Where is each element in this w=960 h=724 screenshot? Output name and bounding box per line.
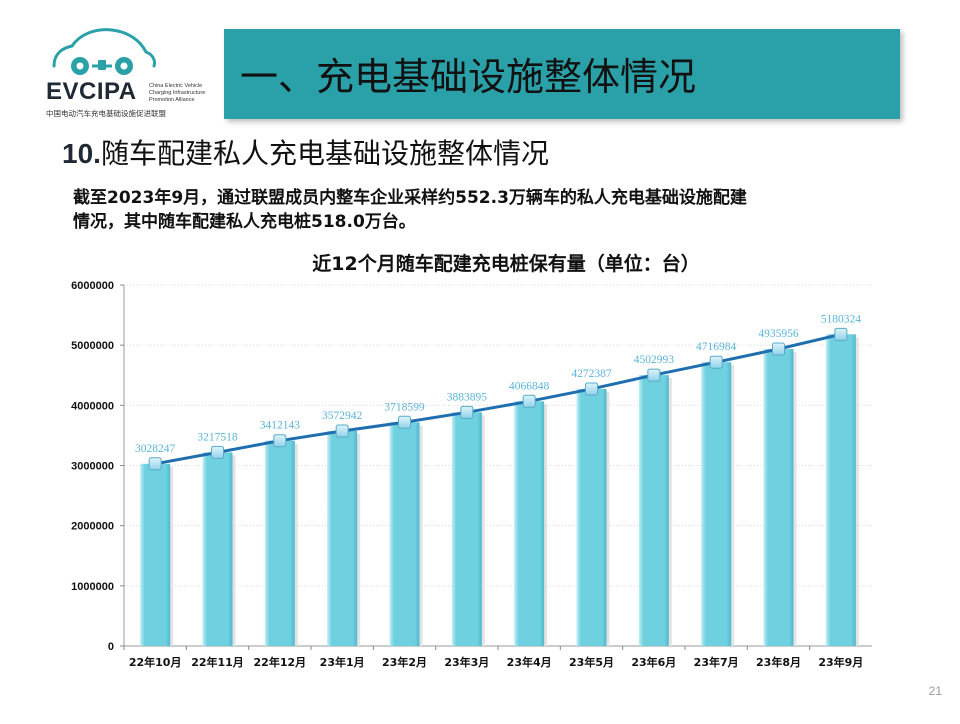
summary-text: 截至2023年9月，通过联盟成员内整车企业采样约552.3万辆车的私人充电基础设…	[73, 186, 923, 234]
section-title: 随车配建私人充电基础设施整体情况	[100, 137, 549, 170]
line-marker	[398, 415, 411, 429]
data-label: 3028247	[135, 443, 176, 455]
car-plug-icon	[52, 28, 156, 75]
bar	[825, 334, 856, 646]
logo-english-name: China Electric Vehicle Charging Infrastr…	[149, 83, 206, 103]
logo-wordmark: EVCIPA	[46, 78, 137, 105]
slide-title-banner: 一、充电基础设施整体情况	[224, 29, 900, 119]
summary-line-2: 情况，其中随车配建私人充电桩518.0万台。	[73, 212, 416, 232]
x-tick-label: 23年2月	[382, 655, 427, 669]
bar	[140, 463, 171, 646]
y-tick-label: 6000000	[71, 280, 114, 292]
bar	[576, 388, 607, 646]
line-marker	[148, 457, 162, 471]
bar	[514, 401, 545, 646]
data-label: 5180324	[821, 313, 862, 325]
summary-line-1: 截至2023年9月，通过联盟成员内整车企业采样约552.3万辆车的私人充电基础设…	[73, 188, 747, 208]
line-marker	[834, 327, 848, 341]
y-tick-label: 0	[108, 641, 114, 653]
x-tick-label: 23年6月	[631, 655, 676, 669]
chart-title: 近12个月随车配建充电桩保有量（单位：台）	[312, 252, 699, 275]
y-tick-label: 4000000	[71, 400, 114, 412]
line-marker	[335, 424, 349, 438]
section-number: 10.	[62, 138, 101, 169]
x-tick-label: 23年3月	[444, 655, 489, 669]
data-label: 4066848	[509, 380, 550, 392]
line-marker	[772, 342, 785, 356]
x-tick-label: 23年4月	[507, 655, 552, 669]
trend-line	[154, 332, 842, 466]
data-label: 3883895	[447, 391, 488, 403]
y-tick-label: 5000000	[71, 340, 114, 352]
data-label: 3572942	[322, 410, 363, 422]
line-marker	[709, 355, 723, 369]
line-marker	[522, 394, 536, 408]
x-tick-label: 22年10月	[129, 655, 182, 669]
data-label: 4272387	[571, 368, 612, 380]
x-tick-label: 23年1月	[320, 655, 365, 669]
x-tick-label: 22年11月	[191, 655, 244, 669]
x-tick-label: 23年8月	[756, 655, 801, 669]
line-marker	[647, 368, 661, 382]
data-label: 4502993	[634, 354, 675, 366]
line-marker	[273, 434, 287, 448]
x-tick-label: 23年9月	[818, 655, 863, 669]
bar	[327, 431, 358, 646]
evcipa-logo: EVCIPA China Electric Vehicle Charging I…	[40, 26, 205, 122]
data-label: 3718599	[384, 401, 425, 413]
bar	[264, 440, 295, 646]
y-tick-label: 3000000	[71, 461, 114, 473]
line-marker	[211, 445, 224, 459]
bar	[701, 362, 732, 646]
section-heading: 10.随车配建私人充电基础设施整体情况	[62, 132, 549, 172]
y-tick-label: 1000000	[71, 581, 114, 593]
data-label: 4935956	[758, 328, 799, 340]
line-marker	[460, 405, 474, 419]
bar	[389, 422, 420, 646]
x-tick-label: 22年12月	[254, 655, 307, 669]
logo-chinese-name: 中国电动汽车充电基础设施促进联盟	[46, 109, 166, 118]
bar	[638, 375, 669, 646]
page-number: 21	[928, 684, 942, 698]
bar	[202, 452, 233, 646]
line-marker	[585, 382, 598, 396]
bar	[763, 349, 794, 646]
x-tick-label: 23年5月	[569, 655, 614, 669]
data-label: 4716984	[696, 341, 737, 353]
y-tick-label: 2000000	[71, 521, 114, 533]
data-label: 3412143	[260, 420, 301, 432]
bar	[451, 412, 482, 646]
x-tick-label: 23年7月	[694, 655, 739, 669]
slide-title: 一、充电基础设施整体情况	[240, 55, 697, 99]
data-label: 3217518	[197, 431, 238, 443]
